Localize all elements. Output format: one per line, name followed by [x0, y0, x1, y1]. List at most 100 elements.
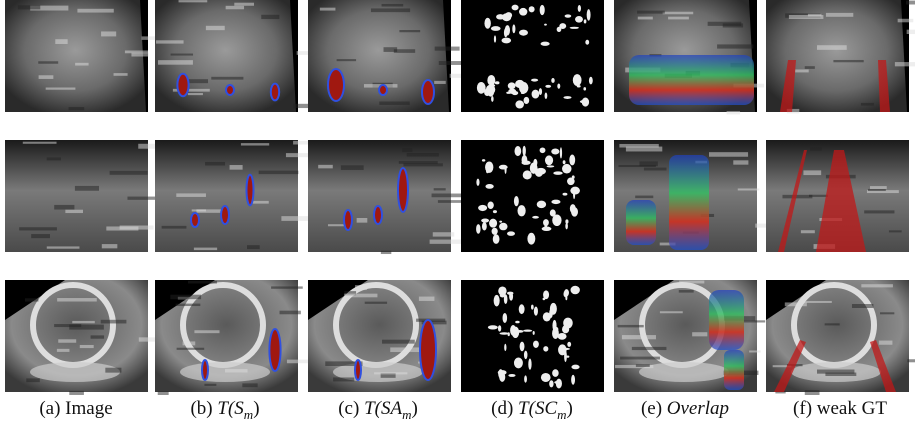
- caption: (f) weak GT: [765, 398, 915, 420]
- speckle: [738, 188, 760, 190]
- mask-spot: [522, 155, 528, 165]
- mask-spot: [508, 332, 510, 336]
- mask-spot: [551, 148, 559, 154]
- speckle: [434, 188, 446, 190]
- mask-spot: [490, 206, 493, 209]
- mask-spot: [543, 298, 546, 301]
- speckle: [384, 47, 398, 52]
- saliency-blob: [191, 213, 199, 227]
- speckle: [58, 339, 76, 342]
- panel: [155, 280, 327, 395]
- speckle: [242, 383, 257, 387]
- mask-spot: [559, 23, 566, 29]
- mask-spot: [523, 329, 532, 331]
- panel-bg: [461, 280, 604, 392]
- mask-spot: [516, 330, 523, 333]
- panel: [155, 0, 333, 112]
- mask-spot: [493, 234, 500, 244]
- mask-spot: [534, 307, 538, 316]
- speckle: [171, 54, 193, 56]
- mask-spot: [550, 209, 556, 216]
- panel: [614, 0, 764, 114]
- speckle: [177, 348, 205, 350]
- saliency-blob: [247, 175, 254, 206]
- mask-spot: [476, 224, 480, 234]
- speckle: [825, 373, 856, 376]
- speckle: [38, 61, 58, 63]
- speckle: [333, 377, 354, 381]
- mask-spot: [583, 87, 586, 90]
- saliency-blob: [328, 69, 344, 101]
- scan: [5, 0, 146, 112]
- speckle: [205, 162, 225, 166]
- speckle: [638, 17, 653, 20]
- speckle: [23, 142, 57, 144]
- mask-spot: [563, 160, 566, 164]
- mask-spot: [510, 325, 516, 336]
- speckle: [271, 286, 303, 288]
- speckle: [381, 251, 391, 254]
- speckle: [19, 227, 57, 230]
- mask-spot: [481, 218, 489, 222]
- mask-spot: [573, 189, 575, 200]
- speckle: [25, 298, 38, 301]
- mask-spot: [571, 375, 575, 385]
- panel: [461, 280, 604, 392]
- mask-spot: [566, 355, 569, 357]
- speckle: [69, 391, 84, 395]
- speckle: [626, 147, 662, 152]
- caption-text: Image: [65, 398, 112, 419]
- speckle: [91, 335, 104, 338]
- heat-region: [629, 55, 754, 105]
- mask-spot: [482, 222, 487, 230]
- mask-spot: [507, 292, 513, 295]
- speckle: [341, 165, 364, 170]
- speckle: [379, 102, 409, 105]
- panel: [461, 0, 604, 112]
- speckle: [817, 45, 847, 50]
- speckle: [371, 8, 410, 12]
- mask-spot: [485, 184, 493, 189]
- speckle: [158, 391, 169, 395]
- mask-spot: [549, 380, 553, 387]
- speckle: [55, 39, 67, 44]
- speckle: [156, 40, 184, 43]
- speckle: [805, 390, 820, 395]
- mask-spot: [541, 42, 550, 46]
- mask-spot: [532, 90, 540, 99]
- speckle: [430, 240, 464, 244]
- speckle: [727, 111, 740, 114]
- panel: [766, 280, 915, 395]
- scan: [308, 140, 451, 252]
- saliency-blob: [420, 320, 436, 380]
- speckle: [18, 5, 40, 9]
- speckle: [826, 13, 853, 17]
- speckle: [158, 60, 193, 65]
- mask-spot: [553, 171, 563, 175]
- mask-spot: [505, 12, 512, 18]
- mask-spot: [491, 26, 501, 31]
- mask-spot: [494, 35, 496, 42]
- saliency-blob: [374, 206, 382, 224]
- mask-spot: [498, 325, 501, 331]
- saliency-blob: [344, 210, 352, 230]
- mask-spot: [504, 344, 506, 351]
- mask-spot: [533, 159, 537, 167]
- math-base: T(SC: [518, 398, 557, 419]
- mask-spot: [569, 154, 575, 165]
- speckle: [75, 186, 99, 191]
- mask-spot: [499, 372, 505, 382]
- mask-spot: [515, 100, 524, 108]
- speckle: [402, 148, 412, 152]
- caption: (b) T(Sm): [150, 398, 300, 423]
- speckle: [54, 324, 81, 327]
- mask-spot: [533, 331, 535, 335]
- mask-spot: [549, 309, 553, 318]
- speckle: [679, 281, 704, 284]
- mask-spot: [496, 14, 504, 19]
- speckle: [749, 350, 761, 352]
- speckle: [880, 312, 894, 314]
- mask-spot: [562, 164, 571, 174]
- mask-spot: [552, 369, 559, 377]
- mask-spot: [531, 79, 538, 82]
